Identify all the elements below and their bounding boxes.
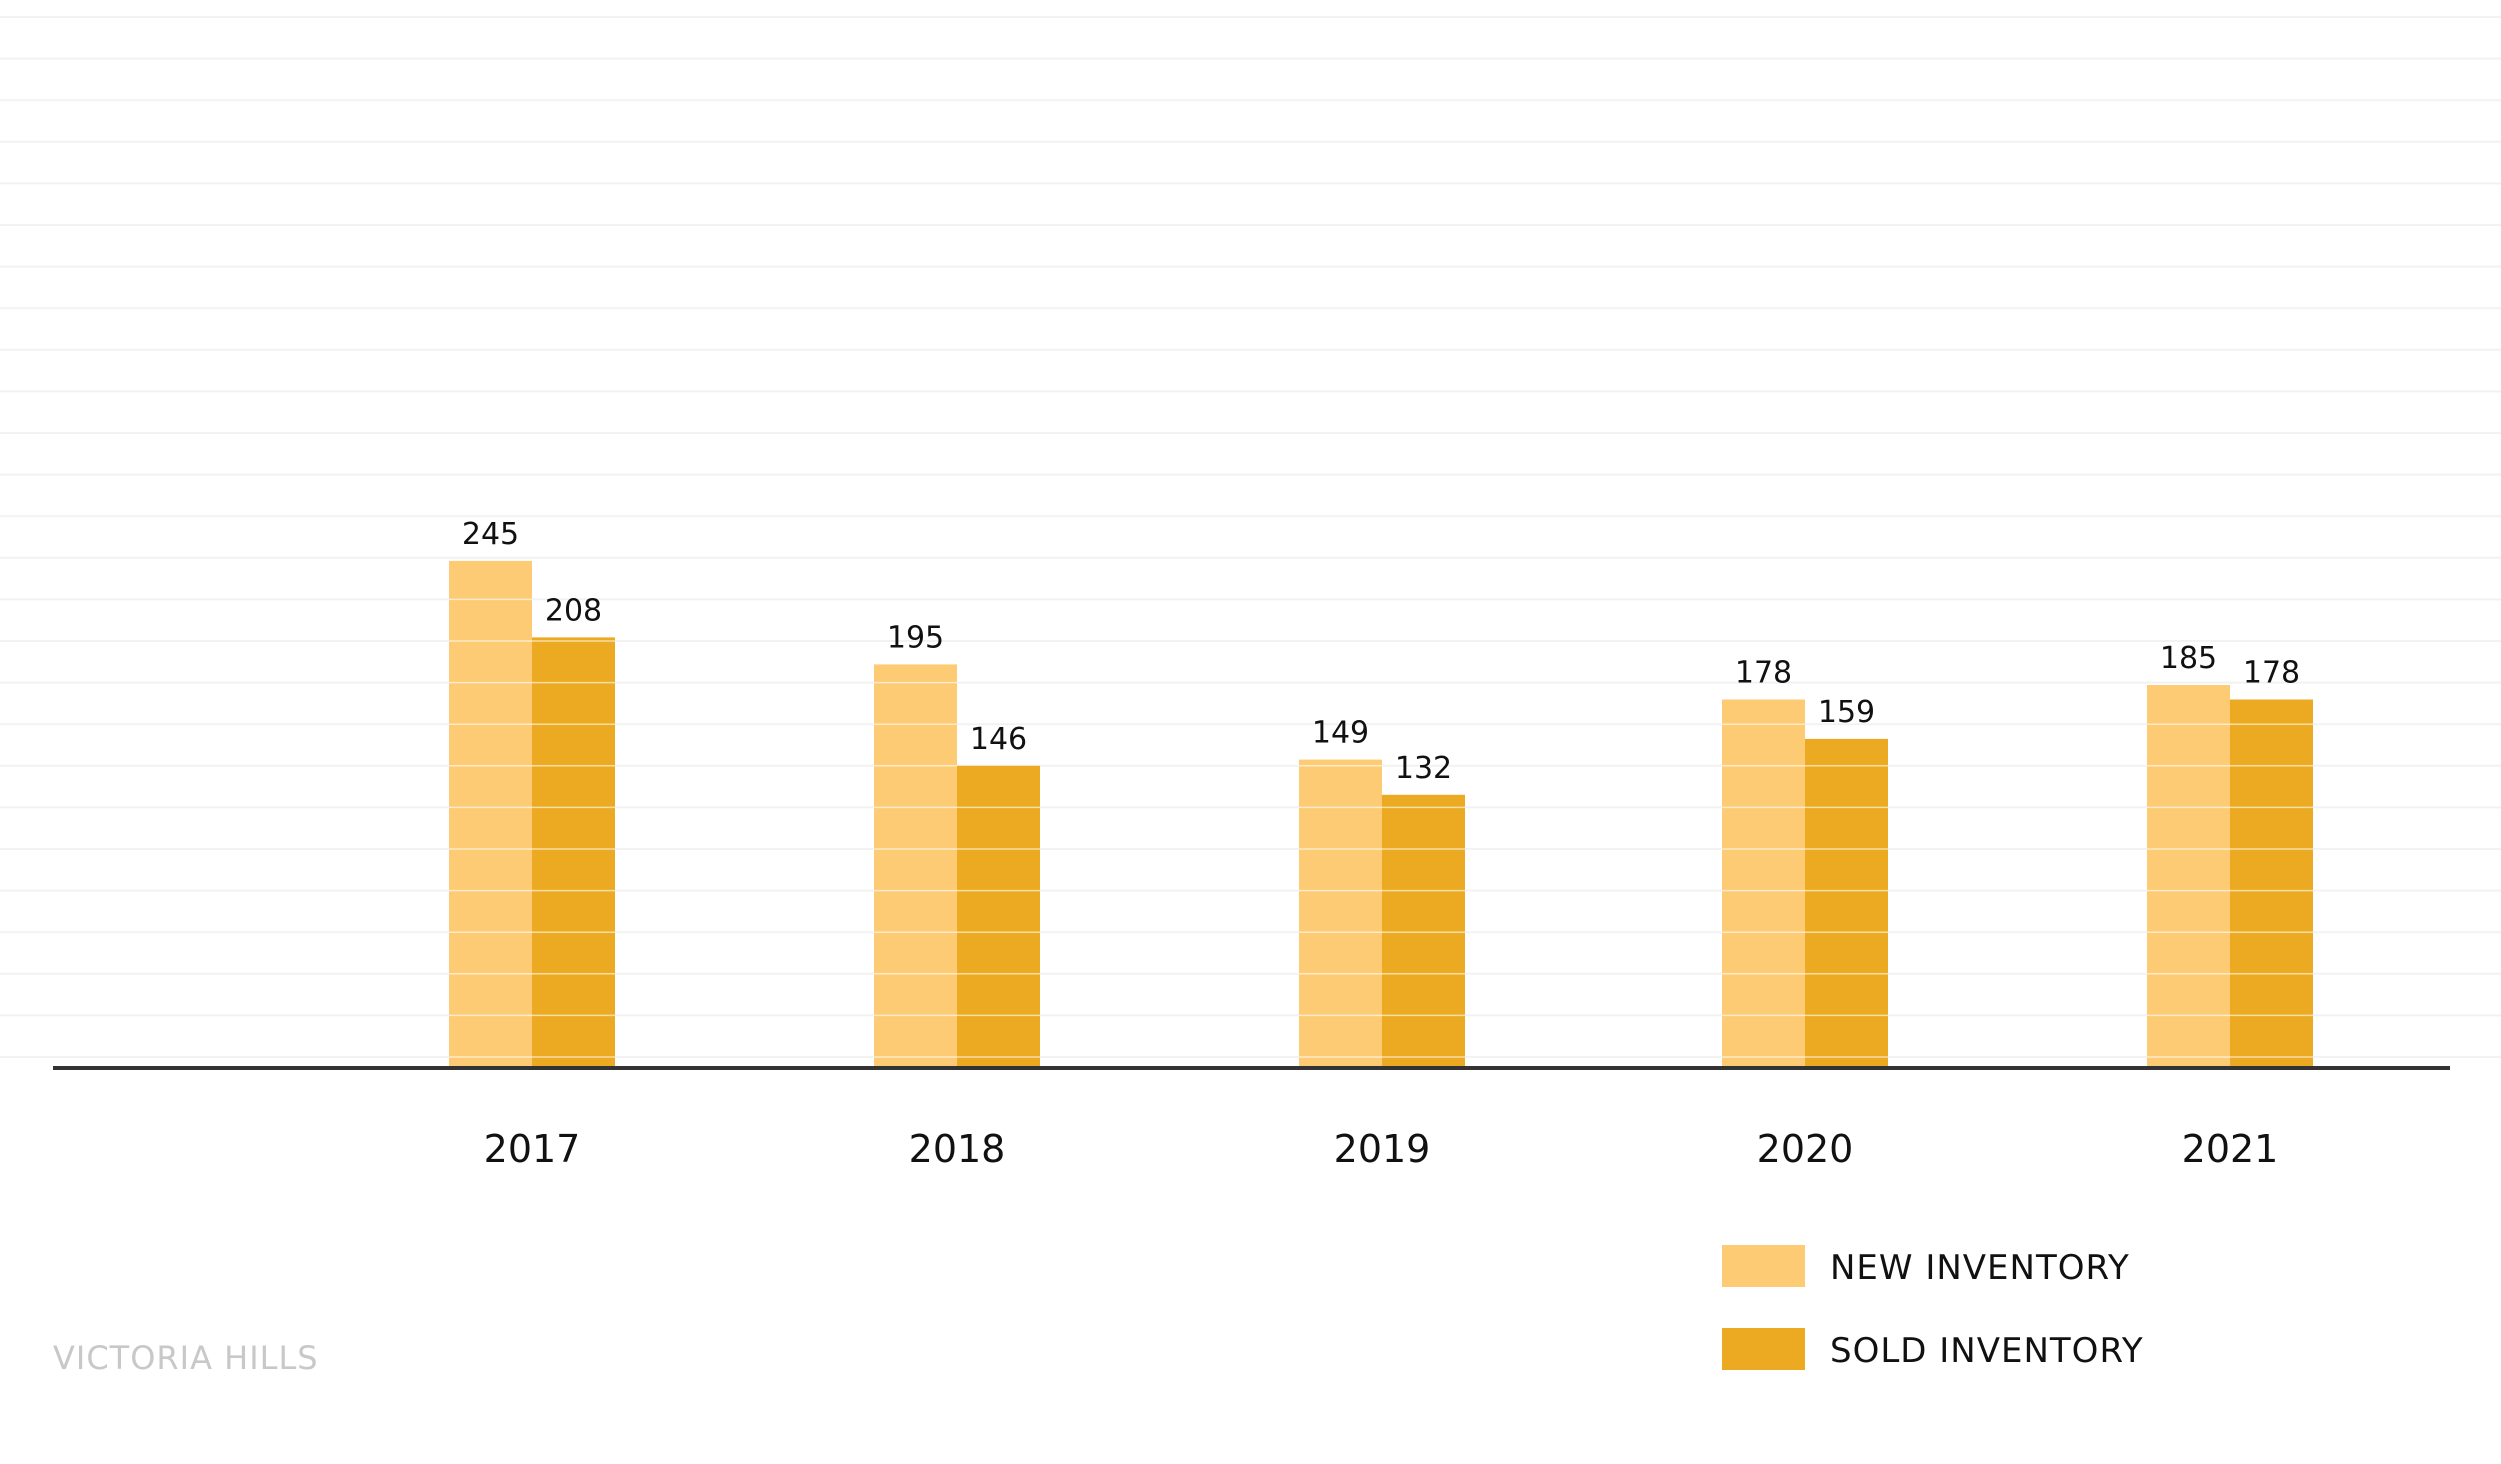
legend-item-new-inventory[interactable]: NEW INVENTORY — [1722, 1245, 2130, 1288]
new-inventory-bar-2020[interactable] — [1722, 699, 1805, 1069]
new-inventory-value-label-2018: 195 — [887, 620, 944, 655]
gridlines — [0, 16, 2501, 1058]
x-tick-label-2019: 2019 — [1334, 1127, 1431, 1171]
bars — [449, 560, 2313, 1069]
value-labels: 245 208 195 146 149 132 178 159 185 178 — [462, 517, 2300, 786]
sold-inventory-value-label-2017: 208 — [545, 593, 602, 628]
sold-inventory-value-label-2020: 159 — [1818, 695, 1875, 730]
sold-inventory-bar-2019[interactable] — [1382, 794, 1465, 1068]
sold-inventory-bar-2020[interactable] — [1805, 738, 1888, 1068]
new-inventory-value-label-2021: 185 — [2160, 641, 2217, 676]
sold-inventory-value-label-2018: 146 — [970, 722, 1027, 757]
bar-gridlines — [449, 598, 2313, 1058]
x-tick-label-2020: 2020 — [1757, 1127, 1854, 1171]
sold-inventory-bar-2017[interactable] — [532, 637, 615, 1068]
sold-inventory-bar-2021[interactable] — [2230, 699, 2313, 1069]
x-axis-tick-labels: 2017 2018 2019 2020 2021 — [484, 1127, 2279, 1171]
x-tick-label-2018: 2018 — [909, 1127, 1006, 1171]
new-inventory-bar-2019[interactable] — [1299, 759, 1382, 1068]
new-inventory-bar-2021[interactable] — [2147, 685, 2230, 1068]
legend-label-sold-inventory: SOLD INVENTORY — [1830, 1331, 2144, 1371]
legend-label-new-inventory: NEW INVENTORY — [1830, 1248, 2130, 1288]
legend-swatch-new-inventory — [1722, 1245, 1805, 1287]
new-inventory-bar-2017[interactable] — [449, 560, 532, 1068]
legend-swatch-sold-inventory — [1722, 1328, 1805, 1370]
sold-inventory-bar-2018[interactable] — [957, 765, 1040, 1068]
new-inventory-value-label-2020: 178 — [1735, 656, 1792, 691]
new-inventory-bar-2018[interactable] — [874, 664, 957, 1068]
x-tick-label-2017: 2017 — [484, 1127, 581, 1171]
new-inventory-value-label-2019: 149 — [1312, 716, 1369, 751]
watermark-text: VICTORIA HILLS — [53, 1339, 319, 1377]
legend[interactable]: NEW INVENTORY SOLD INVENTORY — [1722, 1245, 2144, 1371]
legend-item-sold-inventory[interactable]: SOLD INVENTORY — [1722, 1328, 2144, 1371]
sold-inventory-value-label-2021: 178 — [2243, 656, 2300, 691]
sold-inventory-value-label-2019: 132 — [1395, 751, 1452, 786]
new-inventory-value-label-2017: 245 — [462, 517, 519, 552]
x-tick-label-2021: 2021 — [2182, 1127, 2279, 1171]
